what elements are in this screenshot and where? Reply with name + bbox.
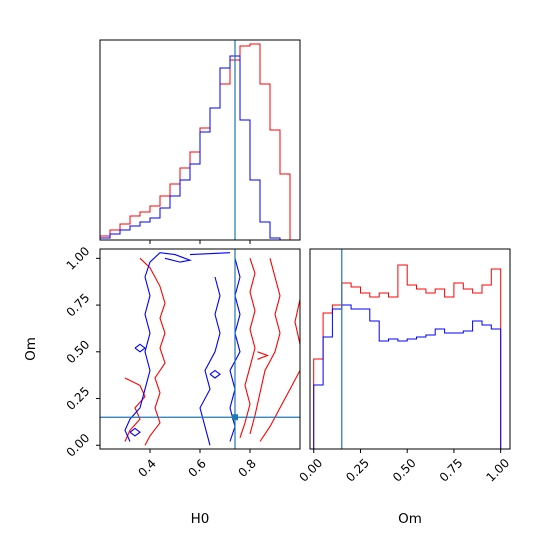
hist-om-panel: 0.00 0.25 0.50 0.75 1.00 <box>297 248 512 485</box>
contour-series-b-0 <box>124 252 193 442</box>
x-tick-label-om: 0.00 <box>297 456 326 485</box>
y-tick-label-om: 0.25 <box>64 384 93 413</box>
x-tick-label-om: 1.00 <box>483 456 512 485</box>
x-tick-label-h0: 0.4 <box>135 456 158 479</box>
x-tick-label-h0: 0.6 <box>185 456 208 479</box>
contour-series-a-3 <box>249 258 281 435</box>
h0-om-panel: 0.4 0.6 0.8 0.00 0.25 0.50 0.75 1.00 <box>64 244 301 480</box>
contour-series-a-6 <box>257 351 270 360</box>
contour-series-b-4 <box>134 343 146 353</box>
truth-marker <box>232 414 238 421</box>
y-tick-label-om: 1.00 <box>64 244 93 273</box>
contour-series-b-3 <box>189 252 231 256</box>
hist-om-frame <box>309 248 511 450</box>
y-tick-label-om: 0.75 <box>64 291 93 320</box>
x-tick-label-om: 0.25 <box>343 456 372 485</box>
contour-series-a-0 <box>139 257 166 446</box>
hist-h0-panel <box>99 39 301 244</box>
x-tick-label-om: 0.50 <box>390 456 419 485</box>
contour-series-a-1 <box>124 377 146 442</box>
x-axis-label-h0: H0 <box>191 511 210 527</box>
y-axis-label-om: Om <box>23 337 39 361</box>
contour-series-b-1 <box>199 276 221 446</box>
y-tick-label-om: 0.50 <box>64 337 93 366</box>
contour-series-a-4 <box>294 299 300 345</box>
hist-h0-series-b <box>100 55 300 240</box>
y-tick-label-om: 0.00 <box>64 431 93 460</box>
x-tick-label-h0: 0.8 <box>235 456 258 479</box>
contour-series-a-5 <box>259 370 300 442</box>
x-axis-label-om: Om <box>398 511 422 527</box>
x-tick-label-om: 0.75 <box>437 456 466 485</box>
contour-series-a-2 <box>239 258 256 438</box>
contour-series-b-6 <box>209 369 221 379</box>
contour-series-b-5 <box>129 427 141 437</box>
contour-series-b-2 <box>229 258 241 442</box>
